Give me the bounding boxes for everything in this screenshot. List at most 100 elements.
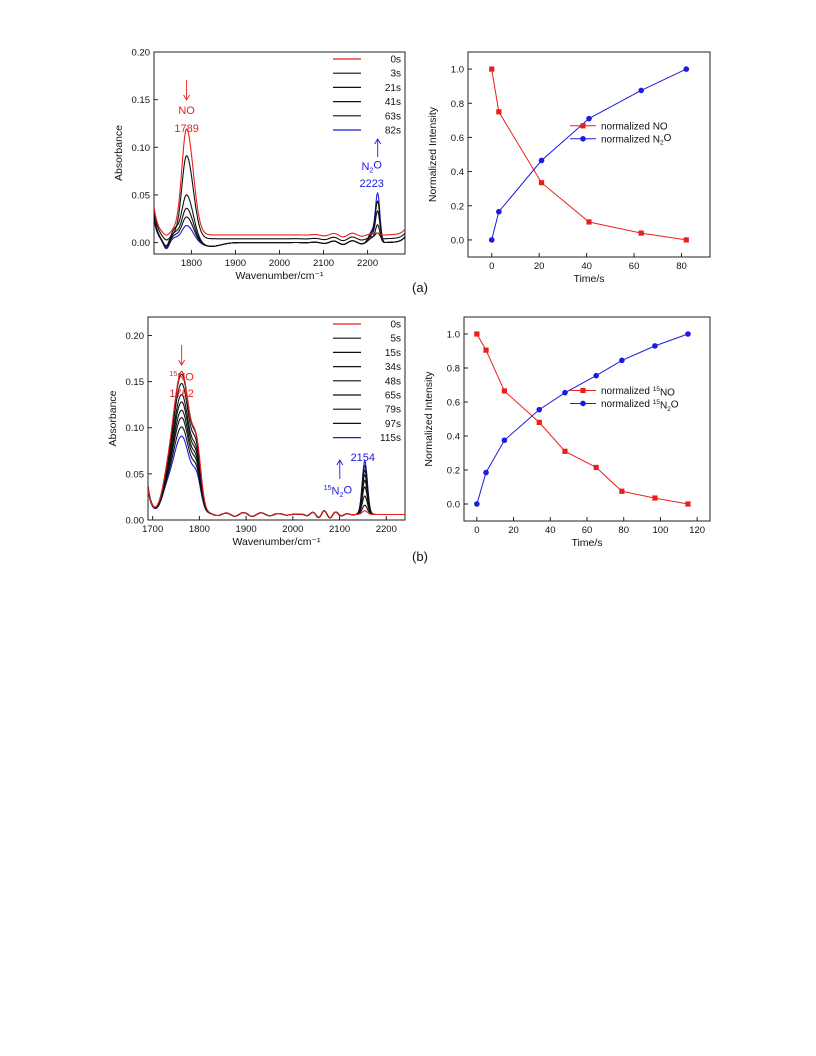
legend-label-82s: 82s — [385, 126, 401, 137]
legend-marker-1 — [580, 136, 586, 142]
panel-a-spectra-xtick-label: 1800 — [181, 258, 202, 269]
series-1-point — [474, 501, 480, 507]
series-0-point — [652, 495, 658, 501]
legend-label-0s: 0s — [390, 55, 401, 66]
panel-b-kinetics-ylabel: Normalized Intensity — [423, 371, 435, 467]
legend-label-48s: 48s — [385, 376, 401, 387]
series-0-point — [496, 109, 502, 115]
legend-label-part-n: N — [660, 401, 667, 412]
legend-label-21s: 21s — [385, 83, 401, 94]
legend-marker-0 — [580, 387, 586, 394]
panel-b-spectra-xlabel: Wavenumber/cm⁻¹ — [232, 536, 321, 548]
panel-a-kinetics-ytick-label: 0.2 — [451, 201, 464, 212]
series-1-point — [496, 208, 502, 215]
series-0-point — [638, 230, 644, 236]
panel-a-spectra-series-group — [154, 128, 405, 250]
annotation-value-0: 1762 — [169, 388, 193, 400]
panel-b-spectra-xtick-label: 1800 — [189, 524, 210, 535]
panel-a-spectra-xtick-label: 2100 — [313, 258, 334, 269]
series-0s-line — [154, 128, 405, 238]
series-0-point — [685, 501, 691, 507]
series-1-point — [483, 469, 489, 476]
annotation-value-1: 2154 — [351, 452, 375, 464]
panel-a-spectra-xtick-label: 2200 — [357, 258, 378, 269]
annotation-label-0: NO — [178, 105, 195, 117]
legend-label-0s: 0s — [390, 320, 401, 331]
panel-a-kinetics-ytick-label: 0.8 — [451, 99, 464, 110]
annotation-label-part-n: N — [332, 486, 340, 498]
panel-b-spectra-ylabel: Absorbance — [107, 390, 119, 446]
annotation-arrowhead-1 — [336, 459, 344, 466]
legend-label-115s: 115s — [380, 433, 401, 444]
series-1-point — [619, 357, 625, 364]
legend-label-1: normalized N2O — [601, 133, 672, 147]
legend-label-3s: 3s — [390, 69, 401, 80]
legend-label-65s: 65s — [385, 391, 401, 402]
panel-a-spectra-ytick-label: 0.15 — [132, 95, 151, 106]
panel-a-spectra-chart: 1800 1900 2000 2100 2200 0.00 0.05 0.10 0.15 0.20… — [113, 48, 406, 282]
series-0-point — [538, 180, 545, 186]
panel-b-kinetics-ytick-label: 0.8 — [447, 364, 460, 375]
panel-b-kinetics-xtick-label: 40 — [545, 525, 556, 536]
series-97s-line — [148, 426, 405, 519]
panel-b-kinetics-ytick-label: 0.2 — [447, 466, 460, 477]
panel-a-kinetics-xlabel: Time/s — [573, 273, 604, 285]
annotation-label-part-n: NO — [178, 105, 195, 117]
legend-label-part-sub: 2 — [667, 406, 671, 413]
legend-label-part-n: NO — [660, 388, 675, 399]
series-1-point — [562, 389, 568, 396]
series-1-line — [476, 333, 689, 505]
panel-a-spectra-xtick-label: 1900 — [225, 258, 246, 269]
series-0-point — [619, 488, 625, 494]
series-1-point — [488, 237, 495, 243]
panel-b-spectra-plot-frame — [147, 316, 406, 521]
legend-label-0: normalized 15NO — [601, 386, 675, 399]
panel-a-kinetics-ylabel: Normalized Intensity — [427, 106, 439, 202]
series-21s-line — [154, 194, 405, 247]
series-1-point — [652, 343, 658, 349]
series-1-point — [593, 372, 599, 379]
legend-label-part-n: normalized — [601, 134, 653, 145]
annotation-label-part-n: N — [361, 161, 369, 173]
series-0-point — [562, 448, 568, 454]
annotation-label-part-sup: 15 — [324, 484, 332, 492]
panel-a-kinetics-xtick-label: 40 — [581, 261, 592, 272]
caption-b: (b) — [412, 549, 428, 564]
legend-label-1: normalized 15N2O — [601, 399, 679, 413]
caption-a: (a) — [412, 280, 428, 295]
panel-a-kinetics-chart: 0 20 40 60 80 0.0 0.2 0.4 0.6 0.8 1.0 Time/s Normali… — [427, 51, 711, 285]
panel-b-kinetics-xtick-label: 20 — [508, 525, 519, 536]
panel-a-spectra-ytick-label: 0.20 — [132, 48, 151, 59]
legend-label-63s: 63s — [385, 111, 401, 122]
legend-label-0: normalized NO — [601, 121, 668, 132]
legend-label-15s: 15s — [385, 348, 401, 359]
legend-marker-0 — [580, 123, 586, 129]
panel-a-kinetics-xtick-label: 80 — [676, 261, 687, 272]
annotation-label-part-sub: 2 — [369, 167, 373, 175]
legend-label-part-sup: 15 — [653, 386, 661, 393]
annotation-label-part-n: O — [373, 160, 382, 172]
legend-label-part-n: normalized — [601, 399, 653, 410]
annotation-arrowhead-0 — [183, 94, 190, 101]
panel-b-spectra-xtick-label: 2000 — [282, 524, 303, 535]
annotation-label-part-n: NO — [177, 372, 194, 384]
series-0-point — [683, 237, 689, 243]
series-1-line — [491, 68, 687, 241]
panel-a-kinetics-xtick-label: 0 — [489, 261, 494, 272]
series-3s-line — [154, 155, 405, 242]
legend-label-part-n: O — [664, 133, 672, 144]
legend-label-part-n: N — [653, 134, 660, 145]
legend-label-part-n: NO — [653, 121, 668, 132]
annotation-label-1: N2O — [361, 160, 382, 175]
series-1-point — [536, 406, 543, 413]
panel-a-kinetics-ytick-label: 1.0 — [451, 65, 464, 76]
panel-a-kinetics-ytick-label: 0.6 — [451, 133, 464, 144]
panel-a-kinetics-ytick-label: 0.0 — [451, 235, 464, 246]
annotation-label-0: 15NO — [169, 370, 194, 384]
series-0s-line — [148, 370, 405, 519]
panel-b-kinetics-ytick-label: 0.6 — [447, 398, 460, 409]
panel-a-kinetics-ytick-label: 0.4 — [451, 167, 464, 178]
series-0-point — [474, 331, 480, 337]
series-15s-line — [148, 382, 405, 519]
